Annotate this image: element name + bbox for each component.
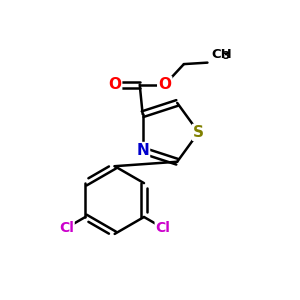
Text: S: S [193,125,204,140]
Text: Cl: Cl [156,221,171,235]
Text: O: O [158,77,171,92]
Text: 3: 3 [223,51,230,61]
Text: N: N [136,143,149,158]
Text: CH: CH [211,48,232,61]
Text: Cl: Cl [59,221,74,235]
Text: O: O [108,77,121,92]
